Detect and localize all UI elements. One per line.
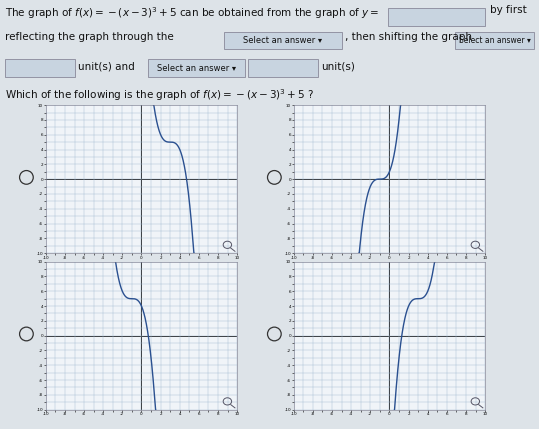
Text: The graph of $f(x) = -(x-3)^3+5$ can be obtained from the graph of $y=$: The graph of $f(x) = -(x-3)^3+5$ can be … [5, 5, 379, 21]
FancyBboxPatch shape [388, 8, 485, 26]
FancyBboxPatch shape [224, 32, 342, 49]
FancyBboxPatch shape [148, 59, 245, 77]
Text: unit(s) and: unit(s) and [78, 61, 135, 71]
Text: reflecting the graph through the: reflecting the graph through the [5, 32, 174, 42]
Text: Select an answer ▾: Select an answer ▾ [244, 36, 322, 45]
Text: , then shifting the graph: , then shifting the graph [345, 32, 472, 42]
Text: Select an answer ▾: Select an answer ▾ [157, 63, 236, 73]
FancyBboxPatch shape [5, 59, 75, 77]
Text: Which of the following is the graph of $f(x) = -(x-3)^3+5$ ?: Which of the following is the graph of $… [5, 87, 314, 103]
Text: by first: by first [490, 5, 527, 15]
FancyBboxPatch shape [455, 32, 534, 49]
FancyBboxPatch shape [248, 59, 318, 77]
Text: Select an answer ▾: Select an answer ▾ [459, 36, 530, 45]
Text: unit(s): unit(s) [321, 61, 355, 71]
